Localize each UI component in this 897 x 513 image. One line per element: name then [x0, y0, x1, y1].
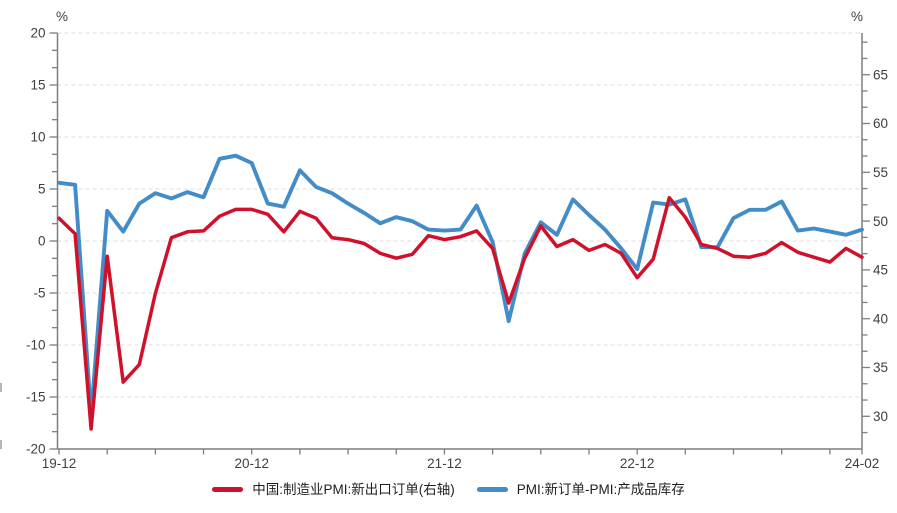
legend-item-orders-minus-inventory: PMI:新订单-PMI:产成品库存 [476, 482, 685, 497]
right-axis-tick-label: 65 [873, 67, 888, 82]
left-axis-unit-label: % [56, 9, 68, 24]
right-axis-tick-label: 30 [873, 409, 888, 424]
series-line-orders-minus-inventory [57, 153, 864, 418]
right-axis-tick-label: 45 [873, 263, 888, 278]
right-axis-unit-label: % [851, 9, 863, 24]
left-axis-tick-label: -5 [33, 286, 45, 301]
legend-label-orders-minus-inventory: PMI:新订单-PMI:产成品库存 [516, 482, 685, 497]
right-axis-tick-label: 35 [873, 360, 888, 375]
x-axis-tick-label: 21-12 [427, 456, 462, 471]
x-axis-tick-label: 19-12 [42, 456, 77, 471]
legend-swatch-red-line [212, 487, 244, 493]
left-axis-tick-label: 0 [38, 234, 46, 249]
left-axis-tick-label: -10 [26, 338, 46, 353]
right-axis-tick-label: 40 [873, 311, 888, 326]
left-axis-tick-label: -15 [26, 390, 46, 405]
x-axis-tick-label: 22-12 [620, 456, 655, 471]
right-axis-tick-label: 55 [873, 165, 888, 180]
legend-label-export-orders: 中国:制造业PMI:新出口订单(右轴) [252, 482, 455, 497]
clipped-text-fragment [0, 383, 2, 392]
legend-swatch-blue-line [476, 487, 508, 493]
series-line-export-orders [57, 195, 864, 431]
clipped-text-fragment [0, 440, 2, 449]
left-axis-tick-label: -20 [26, 442, 46, 457]
legend-item-export-orders: 中国:制造业PMI:新出口订单(右轴) [212, 483, 455, 497]
right-axis-tick-label: 50 [873, 214, 888, 229]
x-axis-tick-label: 20-12 [234, 456, 269, 471]
left-axis-tick-label: 15 [30, 78, 45, 93]
left-axis-tick-label: 5 [38, 182, 46, 197]
right-axis-tick-label: 60 [873, 116, 888, 131]
left-axis-tick-label: 10 [30, 130, 45, 145]
legend: 中国:制造业PMI:新出口订单(右轴) PMI:新订单-PMI:产成品库存 [0, 483, 897, 497]
left-axis-tick-label: 20 [30, 26, 45, 41]
x-axis-tick-label: 24-02 [845, 456, 880, 471]
